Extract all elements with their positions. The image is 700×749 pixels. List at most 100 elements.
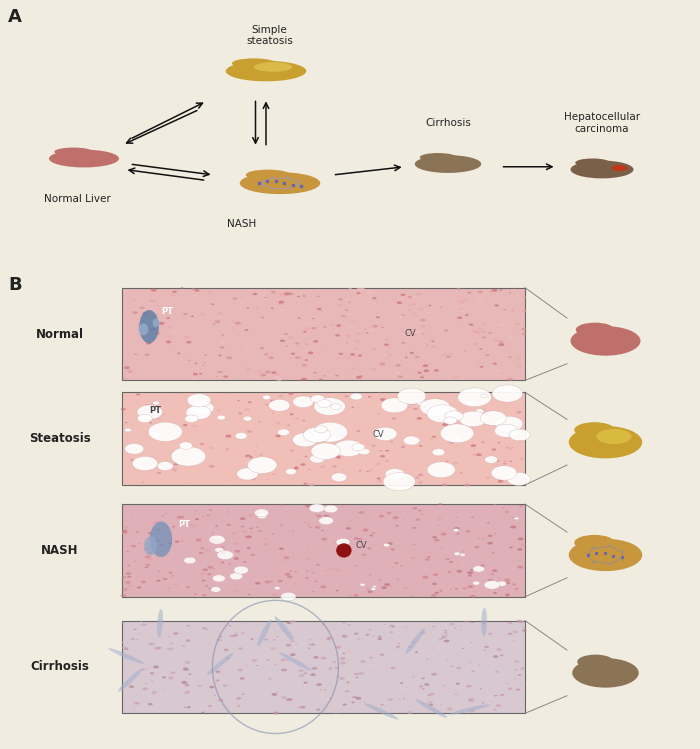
Ellipse shape [433,574,438,576]
Ellipse shape [272,473,276,476]
Ellipse shape [144,408,149,411]
Ellipse shape [277,400,281,401]
Ellipse shape [134,354,137,355]
Ellipse shape [402,694,407,697]
Ellipse shape [188,360,191,361]
Ellipse shape [184,480,188,482]
Ellipse shape [470,569,474,571]
Ellipse shape [402,698,405,700]
Ellipse shape [518,538,524,541]
Ellipse shape [316,709,320,711]
Ellipse shape [244,664,248,667]
Ellipse shape [127,576,132,577]
Ellipse shape [412,296,417,299]
Ellipse shape [316,296,320,297]
Ellipse shape [472,700,475,701]
Ellipse shape [398,388,426,404]
Ellipse shape [473,453,478,456]
Ellipse shape [184,557,196,564]
Ellipse shape [151,412,155,413]
Ellipse shape [150,680,153,682]
Ellipse shape [455,588,458,589]
Ellipse shape [260,317,265,318]
Ellipse shape [518,559,522,561]
Ellipse shape [183,682,186,684]
Ellipse shape [253,62,293,72]
Ellipse shape [322,623,325,625]
Ellipse shape [383,473,415,491]
Ellipse shape [155,315,158,316]
Ellipse shape [193,425,197,427]
Ellipse shape [281,696,287,699]
Ellipse shape [340,657,346,660]
Ellipse shape [290,641,293,643]
Ellipse shape [371,368,377,371]
Ellipse shape [153,521,158,523]
Ellipse shape [349,302,351,303]
Ellipse shape [403,436,420,445]
Ellipse shape [508,622,512,624]
Ellipse shape [394,562,398,564]
Ellipse shape [176,516,181,518]
Ellipse shape [256,665,258,666]
Ellipse shape [517,476,522,478]
Ellipse shape [246,456,251,458]
Ellipse shape [431,452,434,453]
Ellipse shape [336,539,350,546]
Ellipse shape [372,445,376,447]
Ellipse shape [298,318,300,319]
Ellipse shape [133,299,136,301]
Ellipse shape [454,552,460,556]
Ellipse shape [406,442,412,445]
Ellipse shape [166,341,172,343]
Ellipse shape [184,691,189,694]
Ellipse shape [428,701,433,704]
Ellipse shape [516,688,521,691]
Ellipse shape [517,439,523,442]
Ellipse shape [450,665,454,667]
Ellipse shape [256,311,258,312]
Ellipse shape [336,427,341,429]
Ellipse shape [517,357,522,359]
Ellipse shape [138,543,140,545]
Ellipse shape [194,363,197,364]
Ellipse shape [232,702,237,705]
Ellipse shape [303,482,307,485]
Ellipse shape [286,659,290,661]
Ellipse shape [211,586,220,592]
Ellipse shape [321,309,323,310]
Ellipse shape [216,295,220,297]
Ellipse shape [389,625,393,627]
Ellipse shape [173,366,175,367]
Ellipse shape [514,660,519,663]
Ellipse shape [209,446,214,449]
Ellipse shape [146,668,149,670]
Ellipse shape [155,539,160,542]
Ellipse shape [305,577,309,578]
Ellipse shape [454,474,457,476]
Ellipse shape [308,644,310,645]
Ellipse shape [356,638,360,640]
Ellipse shape [491,466,517,480]
Ellipse shape [309,504,325,512]
Ellipse shape [257,514,267,519]
Ellipse shape [219,412,221,413]
Ellipse shape [177,516,182,519]
Ellipse shape [237,400,239,401]
Ellipse shape [226,357,232,360]
Ellipse shape [360,660,365,663]
Ellipse shape [444,685,445,686]
Ellipse shape [456,517,457,518]
Ellipse shape [477,300,483,303]
Ellipse shape [402,342,405,344]
Ellipse shape [355,697,358,698]
Ellipse shape [293,433,318,447]
Ellipse shape [256,413,258,414]
Ellipse shape [466,530,470,533]
Ellipse shape [321,689,322,690]
Ellipse shape [162,414,164,415]
Ellipse shape [456,569,463,572]
Ellipse shape [271,533,274,535]
Ellipse shape [511,314,513,315]
Ellipse shape [385,450,389,452]
